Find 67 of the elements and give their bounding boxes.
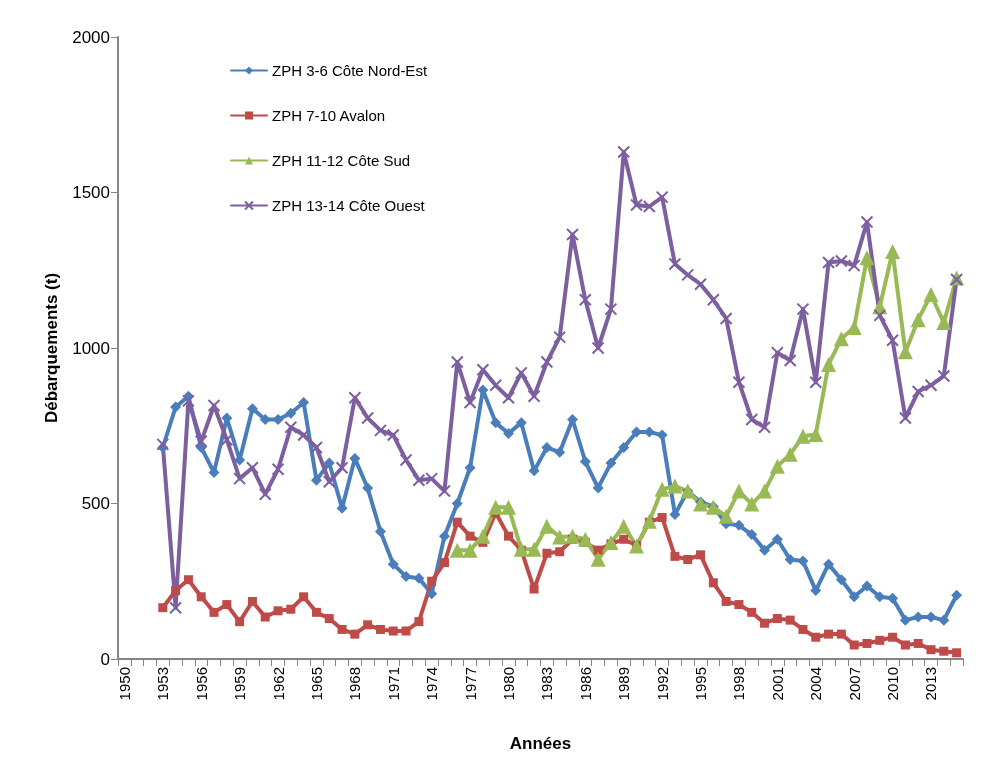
point — [833, 331, 849, 347]
x-tick-label: 1980 — [499, 667, 517, 701]
point — [846, 319, 862, 335]
point — [910, 312, 926, 328]
point — [693, 496, 709, 512]
point — [539, 518, 555, 534]
point — [795, 428, 811, 444]
point — [859, 250, 875, 266]
legend-label: ZPH 7-10 Avalon — [272, 107, 386, 124]
x-tick-label: 2013 — [922, 667, 940, 701]
point — [500, 499, 516, 515]
legend-label: ZPH 11-12 Côte Sud — [272, 152, 411, 169]
x-tick-label: 1986 — [576, 667, 594, 701]
y-tick-label: 0 — [100, 649, 110, 669]
point — [616, 518, 632, 534]
point — [821, 356, 837, 372]
x-tick-label: 1998 — [730, 667, 748, 701]
point — [577, 531, 593, 547]
y-tick-label: 1000 — [72, 338, 110, 358]
y-tick-label: 500 — [81, 494, 110, 513]
point — [757, 483, 773, 499]
point — [718, 508, 734, 524]
x-axis-title: Années — [509, 734, 572, 753]
x-tick-label: 1959 — [231, 667, 249, 701]
point — [565, 528, 581, 544]
point — [513, 541, 529, 557]
point — [744, 496, 760, 512]
x-tick-label: 1968 — [346, 667, 364, 701]
x-tick-label: 1956 — [192, 667, 210, 701]
x-tick-label: 1995 — [692, 667, 710, 701]
x-tick-label: 2001 — [768, 667, 786, 701]
x-tick-label: 1977 — [461, 667, 479, 701]
y-tick-label: 1500 — [72, 183, 110, 202]
point — [449, 542, 465, 558]
point — [488, 499, 504, 515]
x-tick-label: 1974 — [423, 667, 441, 701]
point — [885, 244, 901, 260]
point — [654, 481, 670, 497]
point — [769, 458, 785, 474]
point — [641, 513, 657, 529]
x-tick-label: 2010 — [884, 667, 902, 701]
legend-label: ZPH 3-6 Côte Nord-Est — [272, 62, 428, 79]
point — [462, 542, 478, 558]
x-tick-label: 2007 — [845, 667, 863, 701]
point — [936, 315, 952, 330]
point — [552, 529, 568, 545]
point — [475, 528, 491, 544]
x-tick-label: 1962 — [269, 667, 287, 701]
x-tick-label: 1965 — [307, 667, 325, 701]
point — [923, 287, 939, 303]
point — [629, 538, 645, 554]
point — [603, 534, 619, 550]
legend-label: ZPH 13-14 Côte Ouest — [272, 197, 426, 214]
point — [590, 551, 606, 567]
point — [526, 541, 542, 557]
x-tick-label: 2004 — [807, 667, 825, 701]
y-axis-title: Débarquements (t) — [42, 272, 61, 424]
point — [731, 483, 747, 499]
point — [808, 426, 824, 442]
x-tick-label: 1971 — [384, 667, 402, 701]
x-tick-label: 1950 — [115, 667, 133, 701]
x-tick-label: 1983 — [538, 667, 556, 701]
point — [667, 478, 683, 494]
x-tick-label: 1953 — [154, 667, 172, 701]
x-tick-label: 1992 — [653, 667, 671, 701]
x-tick-label: 1989 — [615, 667, 633, 701]
y-tick-label: 2000 — [72, 27, 110, 47]
